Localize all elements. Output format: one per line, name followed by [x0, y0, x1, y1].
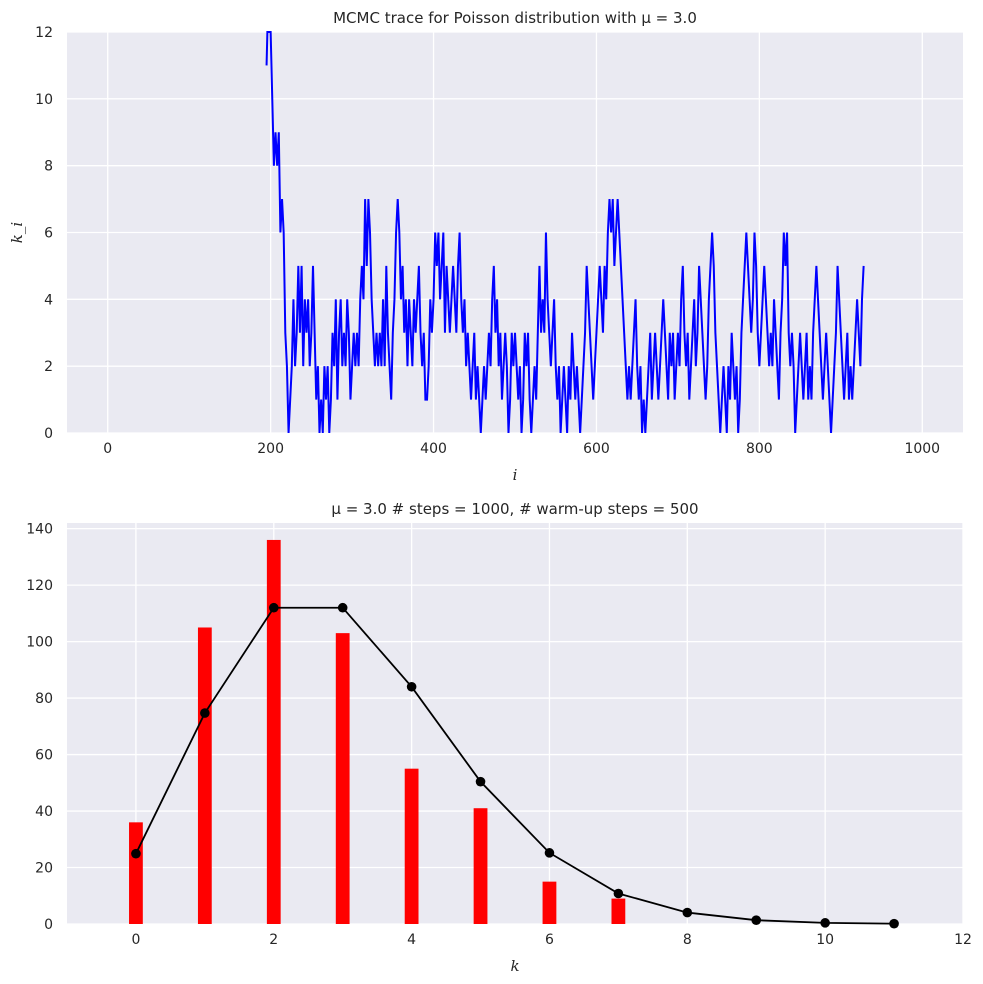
expected-point	[268, 602, 279, 613]
x-tick-label: 4	[407, 932, 416, 948]
x-tick-label: 6	[545, 932, 554, 948]
expected-point	[682, 907, 693, 918]
expected-point	[406, 681, 417, 692]
histogram-bar	[129, 822, 143, 924]
expected-point	[889, 918, 899, 929]
histogram-bar	[266, 539, 281, 924]
x-tick-label: 10	[816, 932, 834, 948]
x-tick-label: 1000	[904, 441, 940, 457]
histogram-bar	[404, 768, 419, 924]
x-tick-label: 0	[131, 932, 140, 948]
y-tick-label: 0	[44, 426, 53, 442]
y-tick-label: 6	[44, 226, 53, 242]
expected-point	[131, 848, 141, 859]
expected-poisson-points	[131, 602, 899, 929]
y-tick-label: 10	[35, 92, 53, 108]
trace-x-axis-label: i	[513, 466, 518, 484]
x-tick-label: 8	[683, 932, 692, 948]
y-tick-label: 40	[35, 804, 53, 820]
x-tick-label: 200	[257, 441, 284, 457]
expected-poisson-line	[135, 606, 895, 925]
x-tick-label: 800	[746, 441, 773, 457]
x-tick-label: 0	[103, 441, 112, 457]
y-tick-label: 80	[35, 691, 53, 707]
trace-tick-labels: 0 200 400 600 800 1000 0 2 4 6 8 10 12	[35, 25, 940, 457]
histogram-x-axis-label: k	[510, 957, 519, 975]
y-tick-label: 0	[44, 917, 53, 933]
trace-y-axis-label-text: k_i	[8, 222, 26, 244]
x-tick-label: 12	[954, 932, 972, 948]
histogram-bar	[473, 808, 488, 924]
y-tick-label: 4	[44, 292, 53, 308]
histogram-title: μ = 3.0 # steps = 1000, # warm-up steps …	[331, 500, 698, 518]
expected-point	[820, 918, 830, 928]
trace-title: MCMC trace for Poisson distribution with…	[333, 9, 697, 27]
expected-point	[613, 888, 624, 899]
x-tick-label: 600	[583, 441, 610, 457]
histogram-bar	[542, 881, 557, 924]
expected-point	[475, 776, 486, 787]
y-tick-label: 12	[35, 25, 53, 41]
y-tick-label: 120	[26, 578, 53, 594]
trace-series-line	[265, 31, 865, 434]
y-tick-label: 100	[26, 635, 53, 651]
x-tick-label: 400	[420, 441, 447, 457]
histogram-gridlines	[67, 523, 964, 925]
x-tick-label: 2	[269, 932, 278, 948]
expected-point	[200, 708, 210, 718]
y-tick-label: 2	[44, 359, 53, 375]
trace-panel: 0 200 400 600 800 1000 0 2 4 6 8 10 12 MCMC trace fo…	[8, 9, 963, 484]
histogram-bar	[611, 898, 626, 924]
histogram-plot-area	[67, 523, 963, 924]
trace-gridlines	[67, 31, 963, 434]
expected-point	[751, 915, 762, 925]
expected-point	[337, 602, 348, 613]
y-tick-label: 20	[35, 861, 53, 877]
y-tick-label: 8	[44, 159, 53, 175]
y-tick-label: 140	[26, 522, 53, 538]
histogram-bar	[335, 633, 350, 924]
expected-point	[544, 848, 555, 858]
trace-y-axis-label: k_i	[8, 222, 26, 244]
histogram-bar	[197, 627, 212, 924]
y-tick-label: 60	[35, 748, 53, 764]
